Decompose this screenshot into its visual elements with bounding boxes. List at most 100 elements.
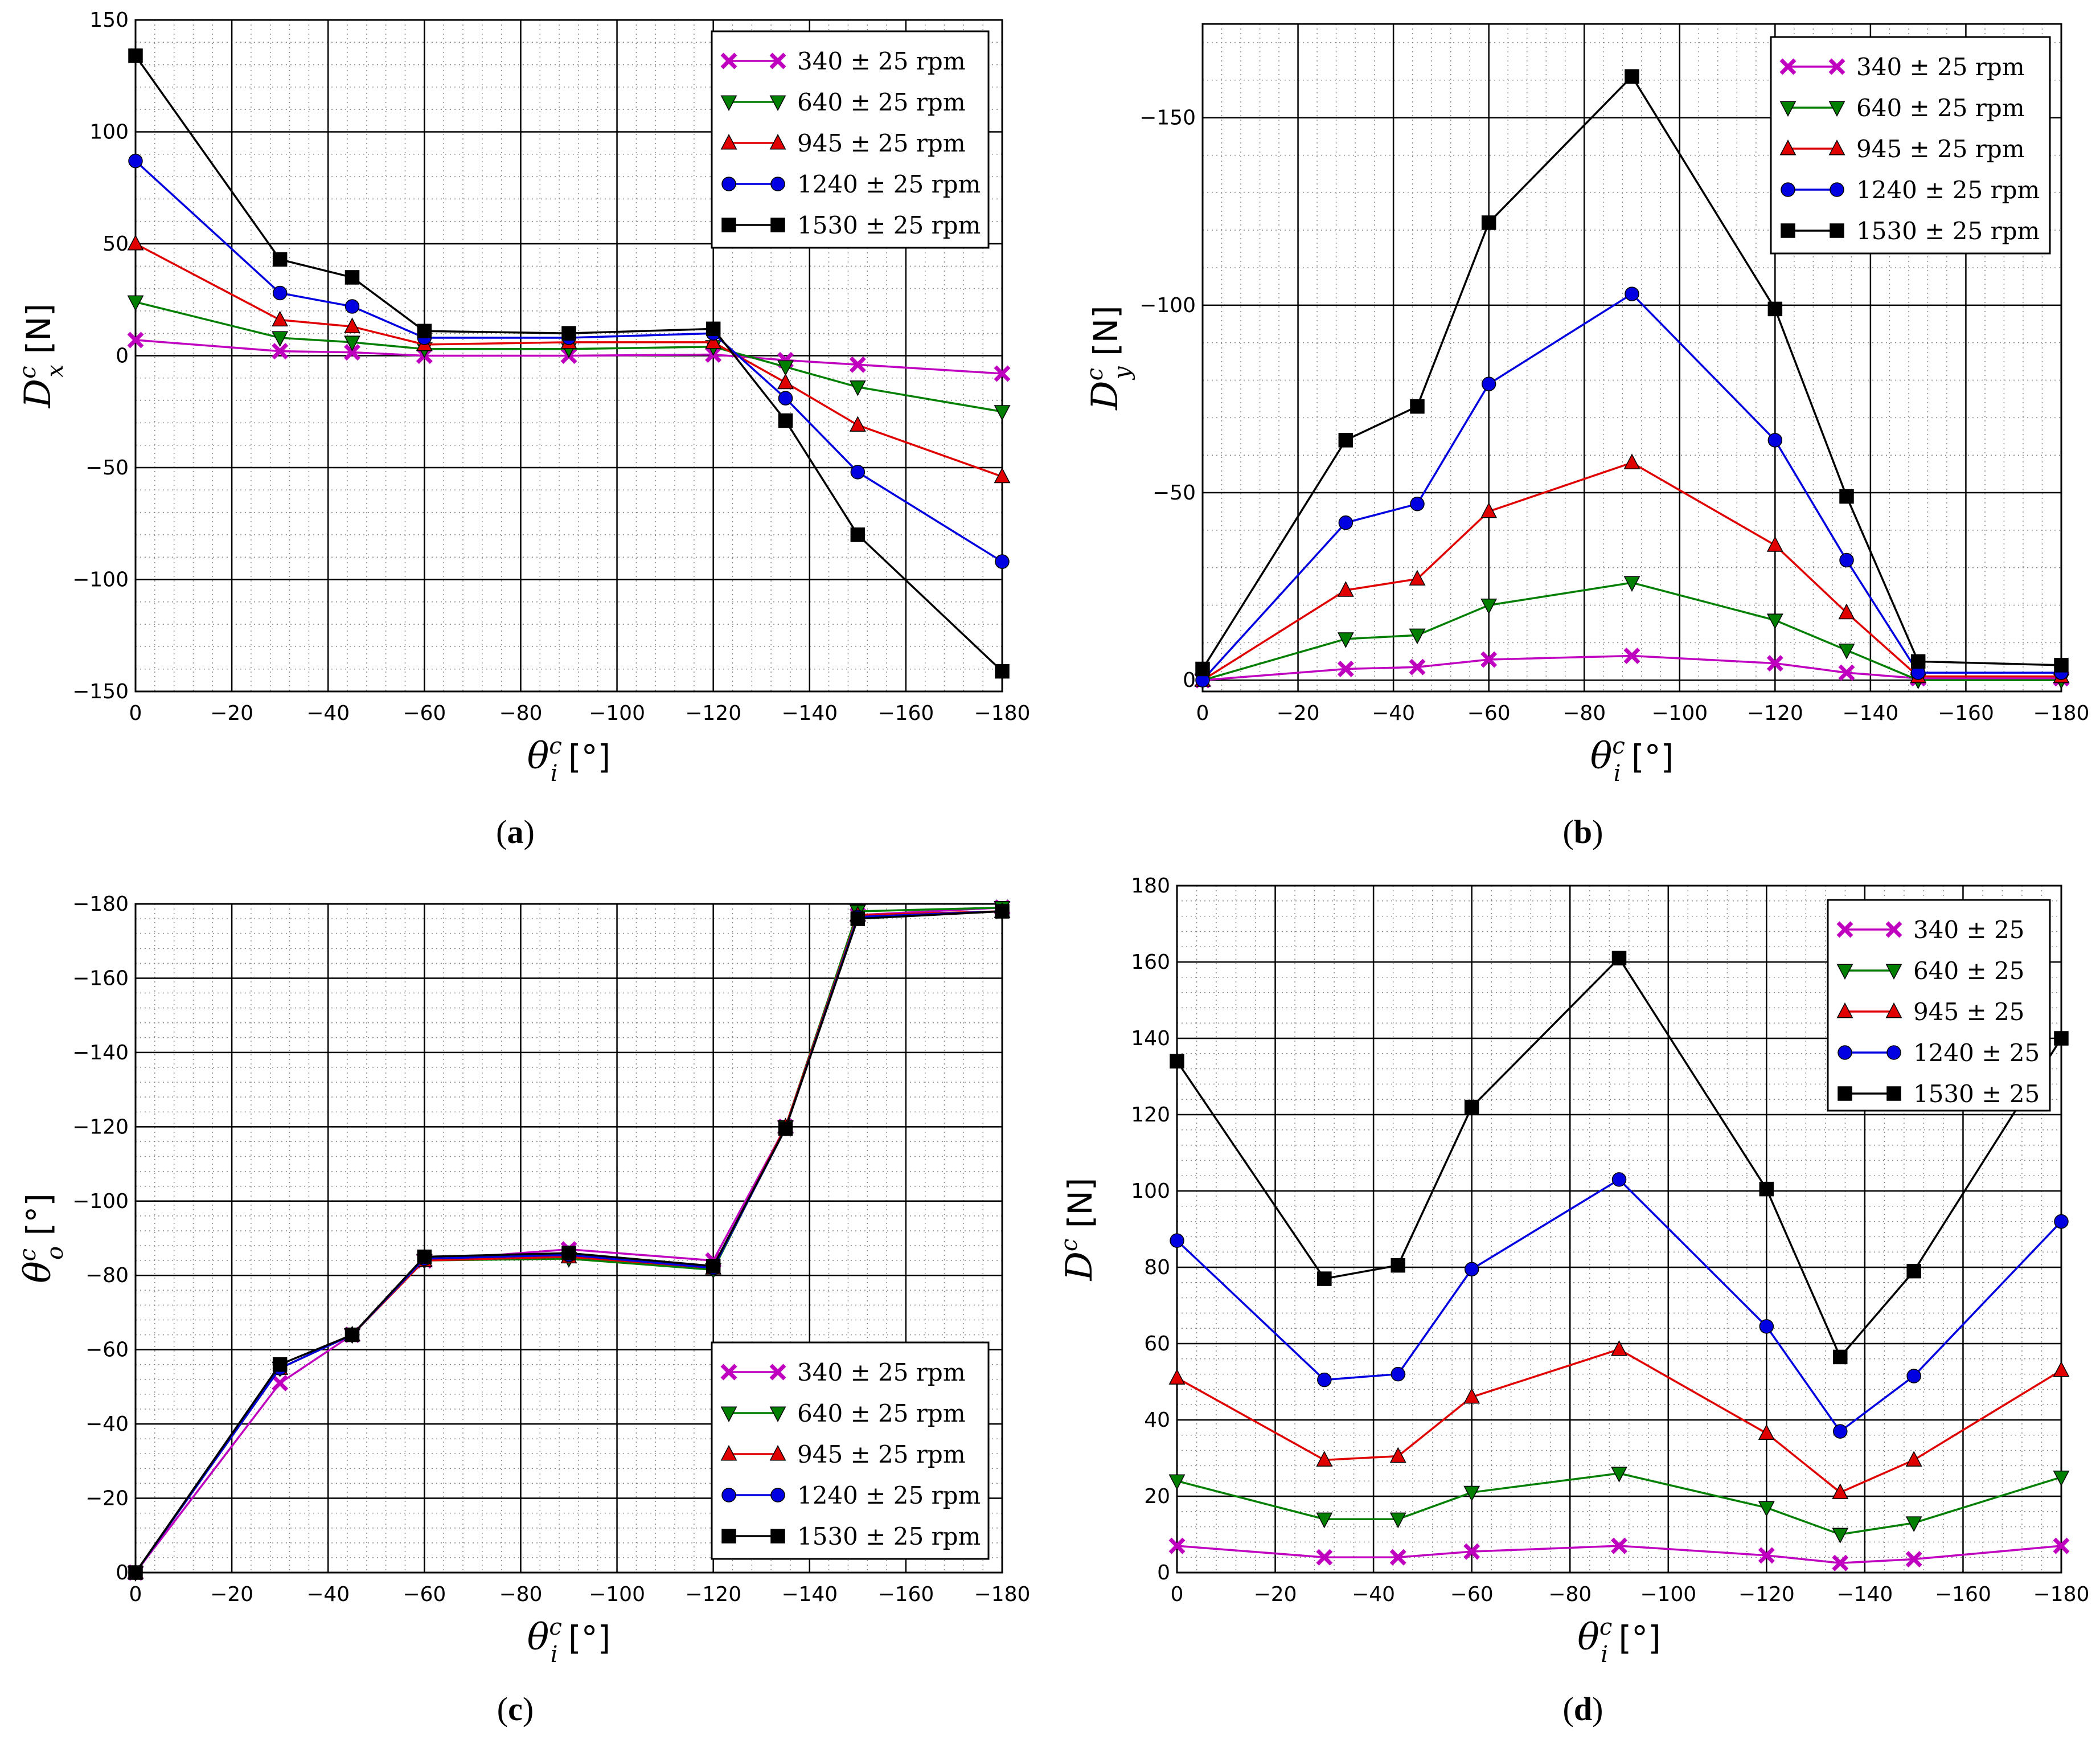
data-point [2053, 1470, 2070, 1487]
x-tick-label: −60 [1467, 702, 1511, 725]
data-point-stroke [1463, 1543, 1480, 1560]
y-tick-label: −150 [72, 680, 129, 703]
data-point [995, 554, 1010, 569]
data-point [2054, 658, 2069, 673]
x-tick-label: 0 [129, 1583, 142, 1606]
y-tick-label: 150 [89, 9, 129, 32]
x-tick-label: 0 [1196, 702, 1209, 725]
legend-label: 640 ± 25 [1913, 957, 2025, 985]
data-point [1766, 655, 1783, 672]
data-point [1766, 536, 1783, 552]
data-point [1464, 1262, 1479, 1277]
data-point-stroke [1389, 1549, 1406, 1566]
chart-b: 0 −20 −40 −60 −80 −100 −120 −140 −160 −180 0 −50 −10… [1082, 23, 2090, 850]
legend-marker [1838, 1045, 1852, 1060]
data-point [778, 413, 793, 428]
caption: (c) [497, 1690, 534, 1727]
y-tick-label: −100 [72, 1190, 129, 1213]
x-tick-label: −180 [2033, 702, 2090, 725]
plot-frame [1201, 23, 2062, 693]
legend-marker-stroke [1779, 58, 1797, 75]
y-tick-label: 100 [1131, 1180, 1170, 1203]
legend-marker [720, 95, 737, 112]
legend-marker [1838, 1086, 1852, 1101]
data-point [1409, 628, 1426, 645]
legend-marker [769, 1444, 786, 1461]
data-point [2053, 1537, 2070, 1554]
x-tick-label: −100 [1651, 702, 1708, 725]
y-tick-label: 0 [116, 1561, 129, 1585]
series-line [1176, 1472, 2062, 1536]
data-point-stroke [994, 365, 1011, 382]
legend-marker [721, 1529, 736, 1544]
legend-label: 1530 ± 25 rpm [797, 1522, 981, 1550]
data-point [1170, 1054, 1184, 1068]
legend-marker [1885, 964, 1902, 980]
legend-marker [1828, 101, 1845, 117]
x-tick-label: −140 [1842, 702, 1898, 725]
legend-marker [1836, 1002, 1853, 1018]
legend-marker [721, 1488, 736, 1503]
x-tick-label: −160 [877, 1583, 934, 1606]
data-point [1317, 1372, 1332, 1387]
data-point [1338, 433, 1353, 448]
x-tick-label: −160 [1938, 702, 1994, 725]
data-point [417, 324, 432, 339]
data-point [344, 317, 360, 333]
data-point [1625, 69, 1639, 84]
data-point [1759, 1319, 1774, 1334]
data-point [849, 356, 866, 373]
legend-marker [1836, 964, 1853, 980]
legend-marker [1836, 921, 1853, 938]
y-tick-label: 0 [116, 345, 129, 368]
data-point [1623, 453, 1640, 469]
data-point [1623, 647, 1640, 664]
data-point [1838, 664, 1855, 681]
data-point [344, 335, 360, 351]
series-line [1202, 582, 2061, 681]
x-tick-label: −140 [781, 1583, 838, 1606]
legend-label: 1530 ± 25 [1913, 1080, 2040, 1108]
data-point [1833, 1424, 1848, 1439]
data-point [1758, 1501, 1775, 1517]
data-point [1905, 1551, 1922, 1568]
data-point [1389, 1512, 1406, 1529]
legend-label: 1530 ± 25 rpm [1856, 217, 2040, 245]
data-point [1391, 1366, 1405, 1382]
legend-marker [720, 52, 737, 69]
legend: 340 ± 25 rpm 640 ± 25 rpm 945 ± 25 rpm 1240… [711, 30, 990, 249]
x-tick-label: −120 [1738, 1583, 1795, 1606]
legend-marker [721, 177, 736, 191]
data-point [272, 310, 289, 327]
data-point [1481, 376, 1496, 391]
series-1530 [1170, 951, 2069, 1365]
data-point [1906, 1369, 1921, 1383]
data-point [1481, 215, 1496, 230]
data-point-stroke [1838, 664, 1855, 681]
data-point [1170, 1233, 1184, 1248]
series-1530 [128, 48, 1010, 679]
y-tick-label: −120 [72, 1115, 129, 1139]
legend-marker-stroke [769, 1364, 786, 1381]
data-point-stroke [1758, 1547, 1775, 1564]
data-point-stroke [127, 331, 144, 349]
data-point [1905, 1516, 1922, 1532]
data-point-stroke [1611, 1537, 1627, 1554]
data-point [1910, 654, 1926, 669]
x-tick-label: −40 [306, 702, 350, 725]
data-point [344, 344, 360, 361]
legend-marker [720, 1364, 737, 1381]
data-point-stroke [1766, 655, 1783, 672]
data-point [1391, 1258, 1405, 1273]
legend-label: 1240 ± 25 [1913, 1039, 2040, 1067]
series-640 [1194, 576, 2070, 690]
series-line [1202, 461, 2061, 681]
legend-box [1770, 36, 2051, 255]
legend-marker [1781, 182, 1795, 197]
legend-label: 945 ± 25 [1913, 998, 2025, 1026]
data-point [1611, 1340, 1627, 1356]
x-tick-label: −60 [403, 1583, 446, 1606]
legend-marker [1779, 101, 1797, 117]
data-point [1337, 661, 1354, 677]
x-tick-label: −120 [685, 702, 741, 725]
